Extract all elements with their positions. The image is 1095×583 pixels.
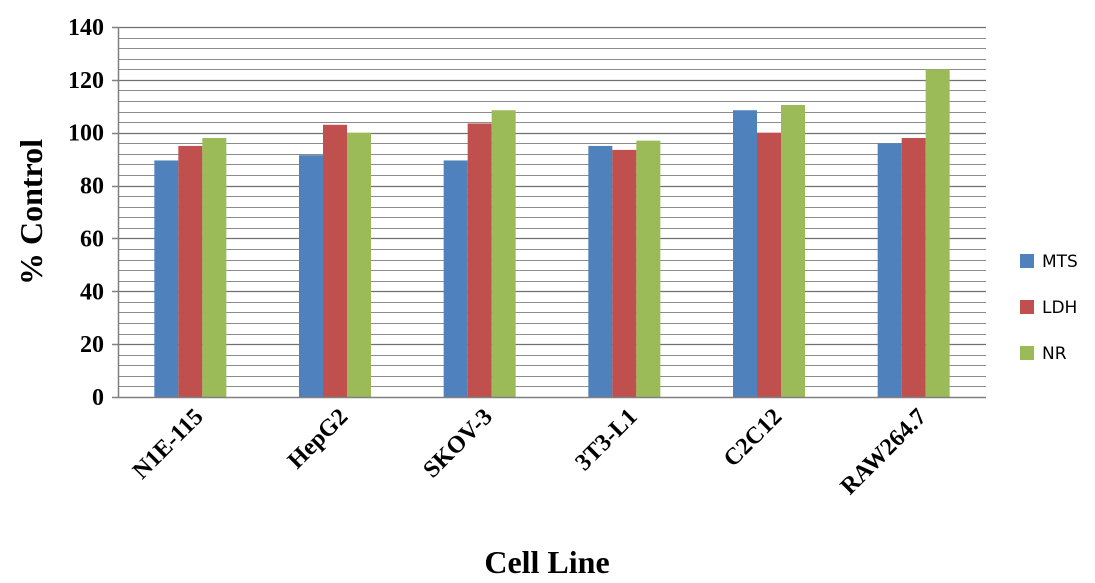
x-tick-label: HepG2: [283, 404, 353, 474]
bar-nr: [491, 110, 516, 397]
bar-ldh: [612, 149, 637, 397]
x-tick-label: SKOV-3: [419, 404, 498, 483]
bar-ldh: [757, 132, 781, 397]
y-axis-title: % Control: [13, 139, 49, 285]
bar-ldh: [901, 138, 926, 397]
legend-swatch-nr: [1020, 346, 1034, 360]
bar-ldh: [178, 145, 203, 397]
x-tick-label: RAW264.7: [836, 404, 932, 500]
y-tick-label: 60: [80, 226, 104, 252]
y-tick-label: 80: [80, 174, 104, 200]
bar-nr: [347, 132, 371, 397]
x-axis-title: Cell Line: [484, 544, 609, 580]
y-tick-label: 40: [80, 279, 104, 305]
y-tick-label: 0: [92, 385, 104, 411]
axes: [112, 26, 986, 399]
bar-mts: [154, 160, 179, 397]
bar-mts: [443, 160, 468, 397]
legend-label: LDH: [1042, 298, 1077, 318]
x-tick-label: C2C12: [719, 404, 787, 472]
y-tick-label: 140: [68, 15, 104, 41]
bars: [154, 69, 950, 398]
x-tick-labels: N1E-115 HepG2 SKOV-3 3T3-L1 C2C12 RAW264.7: [128, 404, 932, 500]
x-tick-label: 3T3-L1: [570, 404, 642, 476]
gridlines: [118, 26, 986, 387]
bar-nr: [925, 69, 950, 398]
bar-nr: [202, 138, 227, 397]
bar-nr: [781, 104, 805, 397]
bar-ldh: [467, 123, 492, 397]
bar-mts: [733, 110, 757, 397]
y-tick-label: 20: [80, 332, 104, 358]
legend-swatch-ldh: [1020, 300, 1034, 314]
x-tick-label: N1E-115: [128, 404, 209, 485]
bar-mts: [877, 143, 902, 397]
y-tick-label: 100: [68, 121, 104, 147]
y-tick-label: 120: [68, 68, 104, 94]
legend: MTS LDH NR: [1020, 252, 1078, 364]
legend-label: MTS: [1042, 252, 1078, 272]
bar-ldh: [323, 124, 347, 398]
bar-mts: [299, 155, 323, 397]
bar-mts: [588, 145, 613, 397]
bar-nr: [636, 140, 661, 397]
legend-swatch-mts: [1020, 254, 1034, 268]
y-tick-labels: 0 20 40 60 80 100 120 140: [68, 15, 104, 411]
legend-label: NR: [1042, 344, 1067, 364]
